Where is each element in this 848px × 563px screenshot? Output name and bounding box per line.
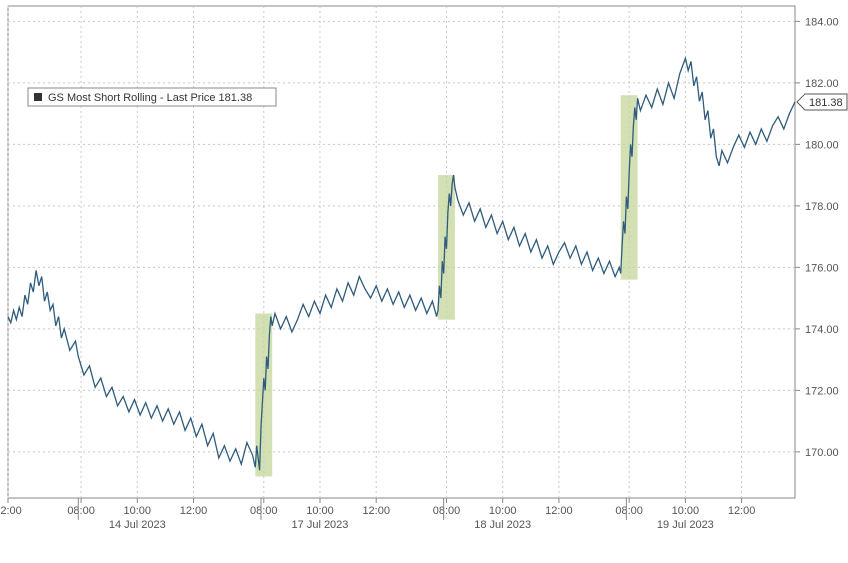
x-tick-label: 12:00 [545, 505, 573, 517]
x-tick-label: 12:00 [728, 505, 756, 517]
plot-area [8, 6, 795, 498]
y-tick-label: 170.00 [805, 447, 839, 459]
y-tick-label: 180.00 [805, 139, 839, 151]
x-tick-label: 08:00 [615, 505, 643, 517]
x-date-label: 18 Jul 2023 [474, 519, 531, 531]
x-tick-label: 10:00 [306, 505, 334, 517]
y-tick-label: 176.00 [805, 262, 839, 274]
x-tick-label: 10:00 [672, 505, 700, 517]
x-tick-label: 12:00 [362, 505, 390, 517]
x-tick-label: 08:00 [433, 505, 461, 517]
chart-container: 170.00 172.00 174.00 176.00 178.00 180.00 182.… [0, 0, 848, 563]
last-price-value: 181.38 [809, 97, 843, 109]
x-date-label: 17 Jul 2023 [292, 519, 349, 531]
x-tick-label: 12:00 [0, 505, 22, 517]
x-tick-label: 08:00 [67, 505, 95, 517]
x-tick-label: 08:00 [250, 505, 278, 517]
x-date-label: 19 Jul 2023 [657, 519, 714, 531]
x-tick-label: 10:00 [124, 505, 152, 517]
x-tick-label: 12:00 [180, 505, 208, 517]
y-tick-label: 182.00 [805, 78, 839, 90]
price-chart: 170.00 172.00 174.00 176.00 178.00 180.00 182.… [0, 0, 848, 563]
price-series-line [8, 58, 795, 470]
x-tick-label: 10:00 [489, 505, 517, 517]
y-tick-label: 172.00 [805, 385, 839, 397]
legend-label: GS Most Short Rolling - Last Price 181.3… [48, 92, 252, 104]
y-tick-label: 174.00 [805, 324, 839, 336]
x-date-label: 14 Jul 2023 [109, 519, 166, 531]
legend-marker [34, 93, 42, 101]
y-tick-label: 178.00 [805, 201, 839, 213]
y-tick-label: 184.00 [805, 16, 839, 28]
